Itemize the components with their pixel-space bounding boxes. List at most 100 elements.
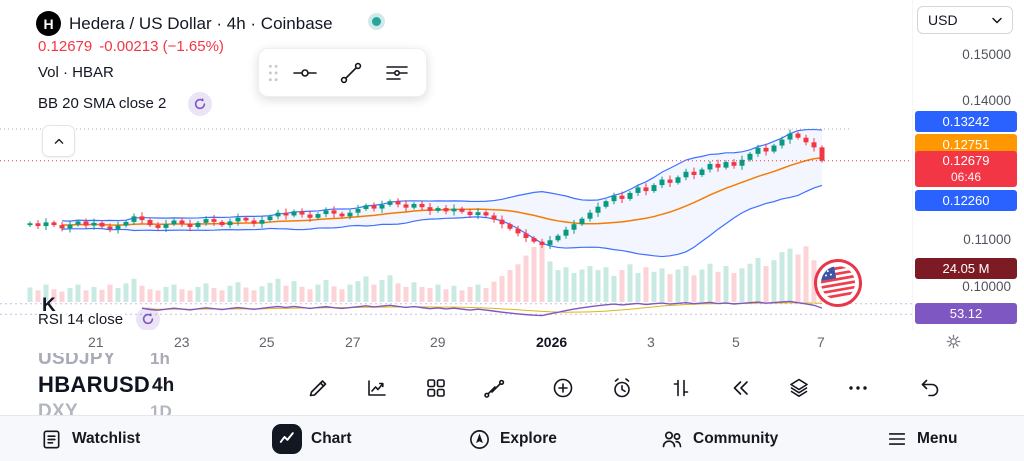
watchlist-row-symbol[interactable]: USDJPY (38, 348, 116, 369)
chevron-down-icon (992, 17, 1002, 24)
horizontal-line-tool-button[interactable] (283, 53, 325, 93)
time-tick: 5 (732, 334, 740, 350)
nav-explore[interactable]: Explore (468, 416, 557, 461)
ellipsis-icon (849, 386, 867, 390)
nav-community-label: Community (693, 430, 779, 447)
alerts-button[interactable] (602, 368, 642, 408)
alarm-clock-icon (614, 378, 630, 398)
rsi-badge: 53.12 (915, 303, 1017, 324)
ohlc-bars-button[interactable] (661, 368, 701, 408)
nav-watchlist[interactable]: Watchlist (40, 416, 140, 461)
replay-button[interactable] (720, 368, 760, 408)
volume-indicator-label[interactable]: Vol · HBAR (38, 64, 114, 81)
time-tick: 27 (345, 334, 361, 350)
nav-chart-active[interactable]: Chart (272, 416, 351, 461)
drag-handle-icon[interactable] (267, 61, 279, 85)
time-axis[interactable]: 21 23 25 27 29 2026 3 5 7 (0, 330, 1024, 353)
current-price-badge: 0.12679 06:46 (915, 151, 1017, 187)
watchlist-row-timeframe: 1h (150, 349, 170, 368)
last-price: 0.12679 (38, 38, 93, 55)
price-chart[interactable] (0, 0, 912, 330)
logo-letter: H (43, 15, 54, 32)
market-status-dot (372, 17, 381, 26)
bb-indicator-label[interactable]: BB 20 SMA close 2 (38, 95, 167, 112)
bb-basis-badge: 0.12751 (915, 134, 1017, 155)
time-tick: 25 (259, 334, 275, 350)
bb-lower-value: 0.12260 (942, 193, 990, 208)
nav-explore-label: Explore (500, 430, 557, 447)
draw-button[interactable] (298, 368, 338, 408)
parallel-lines-tool-button[interactable] (376, 53, 418, 93)
plus-circle-icon (553, 378, 573, 398)
pencil-icon (309, 380, 327, 397)
time-tick: 21 (88, 334, 104, 350)
axis-label: 0.11000 (963, 232, 1011, 247)
nav-chart-label: Chart (311, 430, 352, 447)
collapse-legend-button[interactable] (42, 125, 75, 157)
watchlist-row-symbol-active[interactable]: HBARUSD (38, 372, 151, 397)
bottom-navigation: Watchlist Chart Explore Community (0, 415, 1024, 461)
ohlc-bars-icon (673, 379, 689, 397)
currency-select[interactable]: USD (917, 6, 1013, 34)
currency-select-value: USD (928, 12, 958, 28)
layers-icon (790, 378, 808, 397)
trend-line-tool-button[interactable] (330, 53, 372, 93)
horizontal-line-icon (292, 68, 317, 77)
bb-upper-badge: 0.13242 (915, 111, 1017, 132)
floating-drawing-toolbar[interactable] (258, 48, 427, 97)
usa-flag-sticker[interactable] (809, 254, 867, 312)
rewind-icon (733, 381, 748, 395)
time-tick: 29 (430, 334, 446, 350)
axis-label: 0.15000 (962, 47, 1011, 62)
time-tick-year: 2026 (536, 334, 568, 350)
chevron-up-icon (54, 138, 63, 144)
people-icon (662, 431, 682, 448)
current-price-value: 0.12679 (942, 153, 990, 169)
layers-button[interactable] (779, 368, 819, 408)
watchlist-icon (43, 430, 60, 448)
clipped-text-k: K (42, 295, 56, 316)
bar-countdown: 06:46 (950, 169, 982, 184)
price-change: -0.00213 (−1.65%) (99, 38, 224, 55)
compass-icon (470, 429, 489, 449)
nav-community[interactable]: Community (660, 416, 778, 461)
gear-icon[interactable] (944, 332, 963, 351)
watchlist-row-timeframe-active: 4h (152, 375, 175, 396)
bb-loading-spinner[interactable] (188, 92, 212, 116)
trend-lines-icon (484, 379, 505, 398)
time-tick: 7 (817, 334, 825, 350)
nav-menu[interactable]: Menu (886, 416, 957, 461)
price-scale[interactable]: 0.15000 0.14000 0.11000 0.10000 0.13242 … (912, 0, 1024, 330)
grid-icon (427, 379, 445, 397)
volume-badge: 24.05 M (915, 258, 1017, 279)
nav-watchlist-label: Watchlist (72, 430, 141, 447)
rsi-loading-spinner[interactable] (136, 307, 160, 331)
hedera-logo[interactable]: H (36, 11, 61, 36)
rsi-value: 53.12 (949, 306, 983, 321)
bb-basis-value: 0.12751 (942, 137, 990, 152)
axis-label: 0.10000 (962, 279, 1011, 294)
price-row: 0.12679 -0.00213 (−1.65%) (38, 38, 224, 55)
axis-label: 0.14000 (962, 93, 1011, 108)
undo-button[interactable] (910, 368, 950, 408)
hamburger-menu-icon (888, 433, 906, 445)
add-button[interactable] (543, 368, 583, 408)
parallel-lines-icon (386, 65, 408, 80)
bb-lower-badge: 0.12260 (915, 190, 1017, 211)
drawings-button[interactable] (474, 368, 514, 408)
refresh-icon (194, 98, 206, 110)
more-button[interactable] (838, 368, 878, 408)
volume-value: 24.05 M (942, 261, 990, 276)
chart-icon (272, 424, 302, 454)
rsi-indicator-label[interactable]: RSI 14 close (38, 311, 124, 328)
bb-upper-value: 0.13242 (942, 114, 990, 129)
indicators-icon (368, 380, 386, 396)
nav-menu-label: Menu (917, 430, 958, 447)
refresh-icon (142, 313, 154, 325)
symbol-title[interactable]: Hedera / US Dollar · 4h · Coinbase (69, 14, 333, 33)
trend-line-icon (340, 62, 361, 83)
flag-stripes (818, 263, 858, 303)
indicators-button[interactable] (357, 368, 397, 408)
layouts-button[interactable] (416, 368, 456, 408)
